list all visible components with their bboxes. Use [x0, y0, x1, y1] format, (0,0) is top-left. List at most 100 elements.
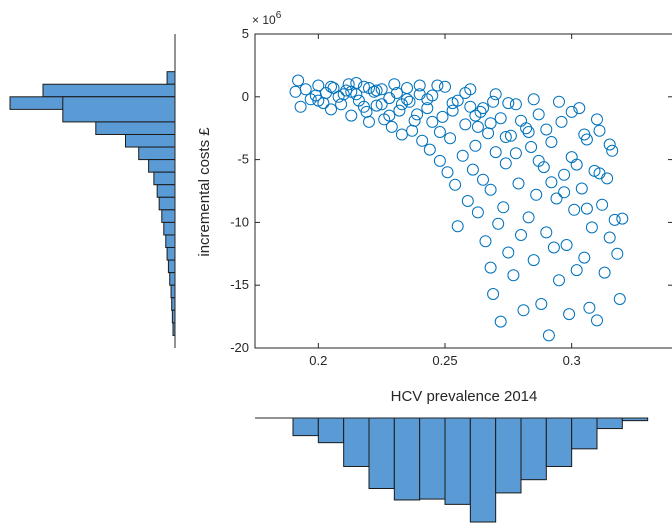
scatter-point — [451, 220, 464, 233]
scatter-point — [433, 154, 446, 167]
scatter-point — [416, 134, 429, 147]
scatter-point — [532, 108, 545, 121]
scatter-point — [494, 112, 507, 125]
scatter-point — [459, 87, 472, 99]
scatter-point — [357, 80, 370, 93]
x-hist-bar — [444, 417, 471, 505]
scatter-point — [542, 329, 555, 342]
scatter-point — [593, 167, 606, 180]
scatter-point — [449, 178, 462, 191]
y-hist-bar — [163, 221, 176, 236]
scatter-point — [568, 203, 581, 216]
x-hist-bar — [571, 417, 598, 450]
scatter-point — [312, 79, 325, 92]
scatter-point — [522, 126, 535, 138]
scatter-point — [585, 221, 598, 234]
scatter-point — [484, 183, 497, 196]
y-hist-bar — [165, 234, 176, 249]
scatter-axes-frame — [254, 33, 672, 349]
scatter-point — [560, 239, 573, 251]
scatter-point — [357, 100, 370, 113]
scatter-point — [603, 138, 616, 151]
scatter-point — [487, 95, 500, 108]
scatter-point — [395, 98, 408, 111]
scatter-point — [555, 115, 568, 128]
scatter-point — [502, 246, 515, 259]
scatter-point — [342, 78, 355, 91]
x-hist-bar — [545, 417, 573, 467]
y-tick-label: -20 — [230, 340, 249, 355]
scatter-point — [591, 314, 603, 327]
x-hist-bar — [419, 417, 446, 500]
x-tick-label: 0.2 — [309, 353, 327, 368]
scatter-point — [393, 104, 406, 117]
scatter-point — [583, 301, 596, 314]
scatter-point — [507, 269, 520, 282]
scatter-point — [575, 182, 588, 195]
scatter-point — [461, 195, 474, 207]
scatter-point — [545, 176, 558, 189]
scatter-point — [611, 247, 624, 260]
x-hist-bar — [520, 417, 547, 481]
scatter-point — [545, 136, 558, 148]
scatter-point — [550, 192, 563, 205]
scatter-point — [613, 293, 626, 305]
scatter-point — [492, 217, 505, 230]
scatter-point — [385, 120, 398, 133]
x-hist-bar — [317, 417, 345, 444]
y-hist-bar — [167, 259, 176, 274]
scatter-point — [563, 308, 576, 321]
y-hist-bar — [161, 209, 176, 223]
scatter-point — [469, 139, 482, 152]
scatter-point — [504, 129, 517, 142]
scatter-point — [370, 84, 383, 97]
scatter-point — [517, 304, 530, 317]
scatter-point — [497, 201, 510, 214]
scatter-point — [547, 241, 560, 254]
scatter-point — [327, 82, 340, 94]
scatter-point — [421, 102, 434, 115]
y-hist-bar — [166, 71, 176, 85]
x-hist-bar — [292, 417, 319, 437]
scatter-point — [484, 117, 497, 130]
scatter-point — [535, 298, 548, 310]
scatter-point — [426, 115, 439, 128]
scatter-point — [477, 102, 489, 115]
y-axis-label: incremental costs £ — [196, 127, 213, 257]
y-hist-bar — [158, 196, 176, 211]
scatter-point — [433, 126, 446, 138]
x-tick-label: 0.3 — [563, 353, 581, 368]
scatter-point — [466, 163, 479, 176]
scatter-point — [565, 105, 578, 118]
scatter-point — [436, 110, 449, 123]
scatter-point — [477, 173, 489, 186]
y-hist-bar — [125, 133, 176, 148]
x-hist-bar — [495, 417, 522, 494]
scatter-point — [370, 99, 383, 112]
y-tick-label: 5 — [242, 26, 249, 41]
scatter-point — [459, 118, 472, 131]
scatter-point — [532, 154, 545, 167]
scatter-point — [593, 124, 606, 137]
x-hist-bar — [343, 417, 370, 467]
scatter-point — [408, 114, 421, 127]
scatter-point — [509, 98, 522, 111]
scatter-point — [502, 97, 515, 110]
scatter-points — [289, 74, 629, 342]
scatter-point — [464, 100, 477, 113]
x-axis-ticks: 0.2 0.25 0.3 — [309, 34, 581, 368]
y-exponent-label: × 106 — [252, 10, 282, 27]
scatter-point — [383, 109, 396, 122]
scatter-point — [345, 85, 358, 98]
y-tick-label: 0 — [242, 89, 249, 104]
scatter-point — [522, 211, 535, 224]
scatter-point — [489, 146, 502, 159]
scatter-point — [580, 202, 593, 215]
scatter-point — [325, 103, 337, 116]
scatter-point — [596, 198, 609, 211]
x-hist-bar — [469, 417, 497, 523]
scatter-point — [499, 157, 512, 170]
scatter-point — [603, 231, 616, 244]
y-hist-bar — [138, 146, 176, 161]
scatter-point — [312, 94, 325, 107]
